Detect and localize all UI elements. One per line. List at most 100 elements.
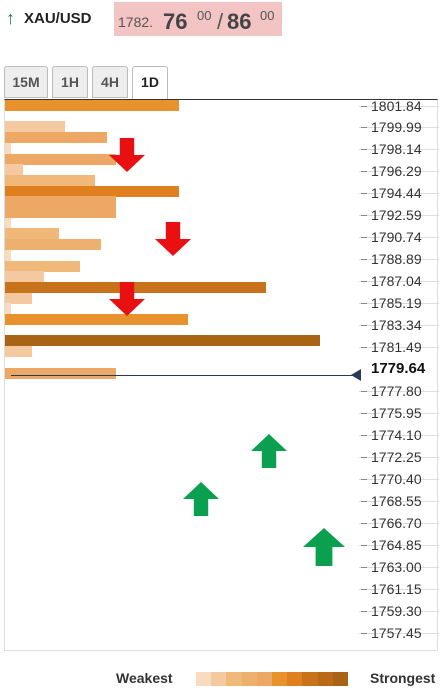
ask-sup: 00	[260, 8, 275, 23]
legend-scale	[196, 672, 349, 686]
arrow-up-icon	[183, 482, 219, 516]
strength-bar	[5, 196, 116, 208]
grid-line	[359, 589, 439, 590]
arrow-down-icon	[109, 138, 145, 172]
price-level-label: 1766.70	[371, 515, 422, 531]
axis-tick	[361, 193, 367, 194]
price-level-label: 1788.89	[371, 251, 422, 267]
strength-bar	[5, 100, 179, 111]
legend-swatch	[226, 672, 242, 686]
strength-bar	[5, 346, 32, 358]
grid-line	[359, 303, 439, 304]
arrow-up-icon	[303, 528, 345, 566]
axis-tick	[361, 567, 367, 568]
axis-tick	[361, 215, 367, 216]
price-level-label: 1787.04	[371, 273, 422, 289]
bid-prefix: 1782.	[118, 14, 154, 30]
strength-bar	[5, 174, 95, 186]
axis-tick	[361, 303, 367, 304]
strength-bar	[5, 249, 11, 261]
price-level-label: 1772.25	[371, 449, 422, 465]
strength-bar	[5, 271, 44, 283]
legend-swatch	[241, 672, 257, 686]
arrow-up-icon	[251, 434, 287, 468]
grid-line	[359, 545, 439, 546]
axis-tick	[361, 127, 367, 128]
grid-line	[359, 237, 439, 238]
axis-tick	[361, 106, 367, 107]
grid-line	[359, 347, 439, 348]
quote-box: 1782. 76 00 / 86 00	[114, 2, 282, 36]
axis-tick	[361, 171, 367, 172]
strength-bar	[5, 260, 80, 272]
grid-line	[359, 479, 439, 480]
axis-tick	[361, 523, 367, 524]
strength-bar	[5, 153, 116, 165]
legend-swatch	[302, 672, 318, 686]
axis-tick	[361, 391, 367, 392]
tab-1d[interactable]: 1D	[132, 66, 168, 100]
ask-big: 86	[227, 9, 252, 34]
tab-15m[interactable]: 15M	[4, 66, 48, 98]
strength-bar	[5, 121, 65, 133]
grid-line	[359, 633, 439, 634]
grid-line	[359, 413, 439, 414]
price-level-label: 1757.45	[371, 625, 422, 641]
symbol-label: XAU/USD	[24, 10, 92, 27]
price-level-label: 1777.80	[371, 383, 422, 399]
axis-tick	[361, 237, 367, 238]
strength-bar	[5, 314, 188, 325]
price-level-label: 1801.84	[371, 98, 422, 114]
legend-swatch	[317, 672, 333, 686]
strength-bar	[5, 185, 179, 197]
price-level-label: 1796.29	[371, 163, 422, 179]
arrow-down-icon	[109, 282, 145, 316]
axis-tick	[361, 633, 367, 634]
price-level-label: 1763.00	[371, 559, 422, 575]
grid-line	[359, 523, 439, 524]
price-level-label: 1781.49	[371, 339, 422, 355]
tab-4h[interactable]: 4H	[92, 66, 128, 98]
trend-up-icon: ↑	[6, 8, 15, 28]
grid-line	[359, 171, 439, 172]
price-level-label: 1798.14	[371, 141, 422, 157]
axis-tick	[361, 149, 367, 150]
axis-tick	[361, 325, 367, 326]
strength-bar	[5, 228, 59, 240]
current-price-label: 1779.64	[371, 360, 426, 377]
current-price-marker	[351, 369, 361, 381]
axis-tick	[361, 281, 367, 282]
axis-tick	[361, 479, 367, 480]
grid-line	[359, 611, 439, 612]
strength-bar	[5, 335, 320, 347]
strength-bar	[5, 292, 32, 304]
axis-tick	[361, 611, 367, 612]
legend-swatch	[256, 672, 273, 686]
tab-1h[interactable]: 1H	[52, 66, 88, 98]
strength-bar	[5, 132, 107, 144]
grid-line	[359, 193, 439, 194]
price-level-label: 1768.55	[371, 493, 422, 509]
axis-tick	[361, 413, 367, 414]
price-level-label: 1790.74	[371, 229, 422, 245]
price-level-label: 1761.15	[371, 581, 422, 597]
price-level-label: 1759.30	[371, 603, 422, 619]
strength-bar	[5, 239, 101, 251]
legend-swatch	[211, 672, 227, 686]
legend-swatch	[196, 672, 212, 686]
price-level-label: 1774.10	[371, 427, 422, 443]
grid-line	[359, 127, 439, 128]
legend-swatch	[287, 672, 303, 686]
strength-bar	[5, 207, 116, 218]
grid-line	[359, 149, 439, 150]
strength-bar	[5, 367, 116, 379]
price-level-label: 1792.59	[371, 207, 422, 223]
grid-line	[359, 501, 439, 502]
strength-bar	[5, 303, 11, 315]
axis-tick	[361, 501, 367, 502]
grid-line	[359, 281, 439, 282]
arrow-down-icon	[155, 222, 191, 256]
grid-line	[359, 215, 439, 216]
price-level-label: 1794.44	[371, 185, 422, 201]
header: ↑ XAU/USD 1782. 76 00 / 86 00	[0, 0, 442, 44]
